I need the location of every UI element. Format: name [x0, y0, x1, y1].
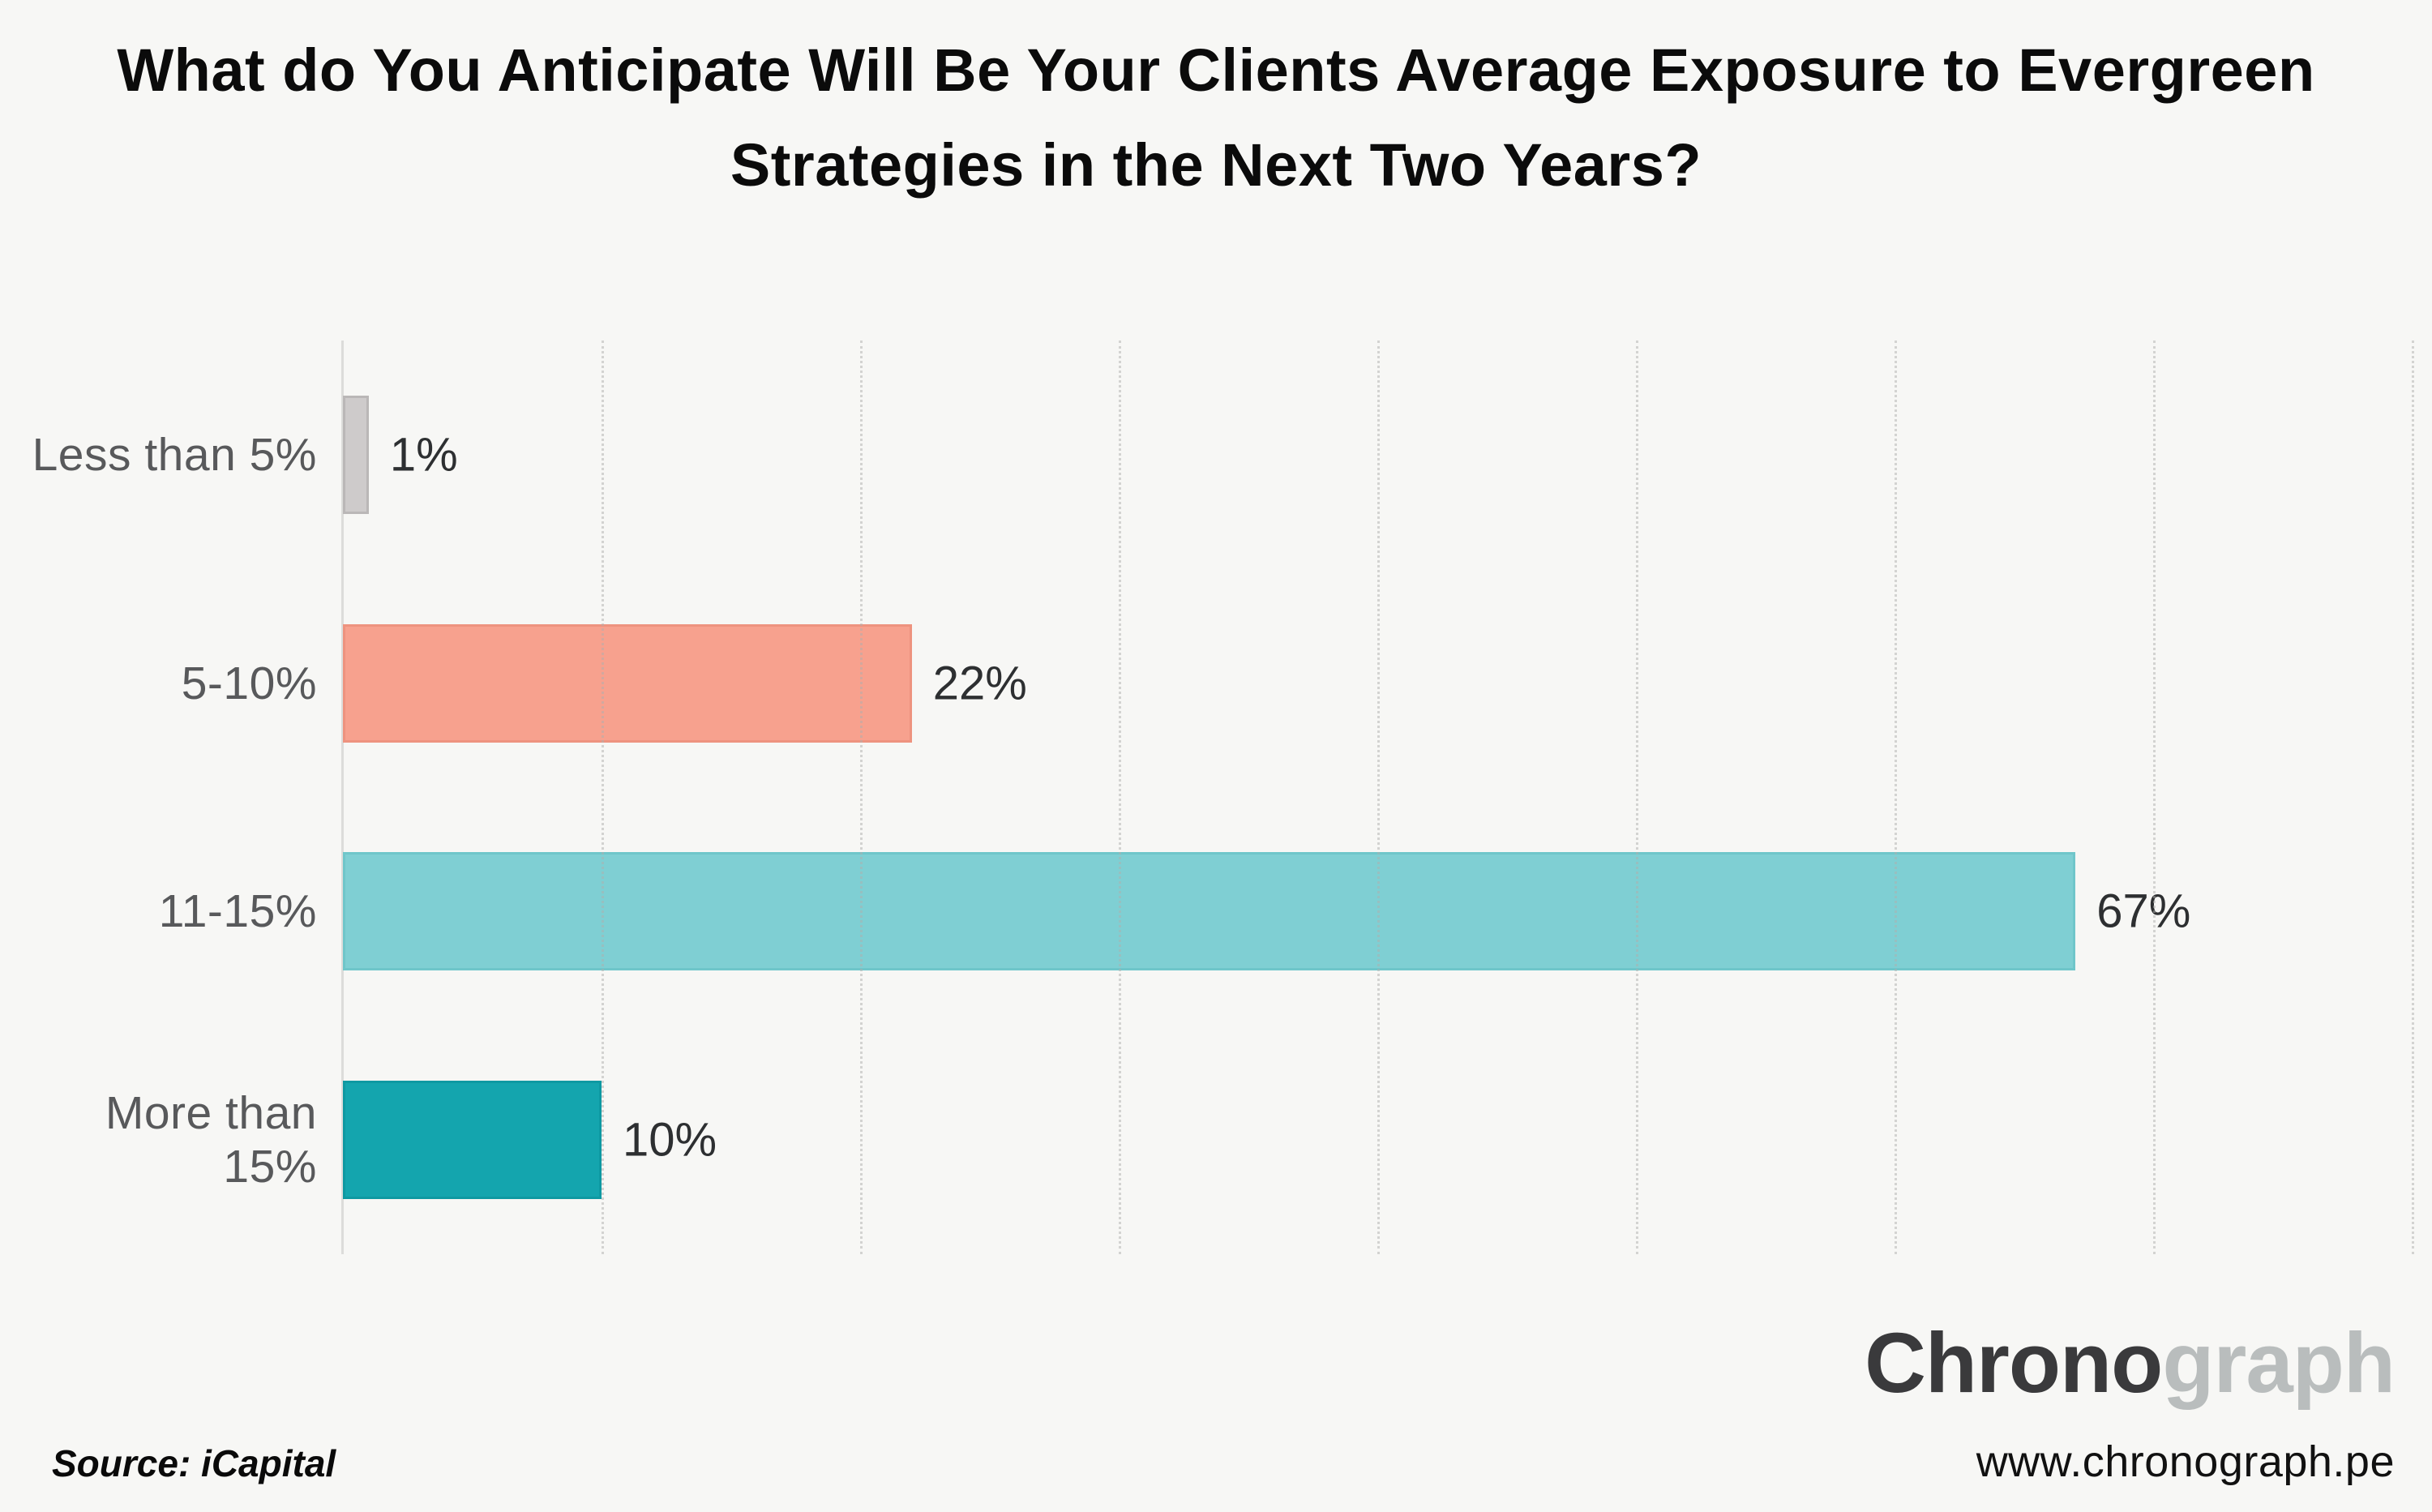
value-label: 1%	[389, 428, 458, 482]
bar-row: More than 15% 10%	[0, 1026, 2432, 1254]
category-label: 11-15%	[158, 885, 317, 938]
value-label: 67%	[2096, 884, 2191, 938]
brand-logo: Chronograph	[1865, 1315, 2396, 1412]
value-label: 22%	[932, 657, 1027, 710]
bar-zone: 67%	[343, 852, 2412, 971]
bar-row: 11-15% 67%	[0, 798, 2432, 1026]
y-axis-line	[341, 341, 344, 1254]
brand-logo-graph: graph	[2162, 1316, 2396, 1411]
category-label: More than 15%	[105, 1087, 317, 1193]
bar	[343, 395, 369, 514]
brand-logo-chrono: Chrono	[1865, 1316, 2163, 1411]
value-label: 10%	[623, 1113, 717, 1167]
bar	[343, 623, 912, 743]
bar-zone: 22%	[343, 623, 2412, 743]
bar	[343, 1081, 602, 1200]
bar-zone: 1%	[343, 395, 2412, 514]
website-url: www.chronograph.pe	[1976, 1437, 2395, 1486]
source-note: Source: iCapital	[52, 1442, 336, 1484]
bar-row: Less than 5% 1%	[0, 341, 2432, 569]
plot-area: Less than 5% 1% 5-10% 22% 11-15% 67% More than…	[32, 341, 2414, 1254]
bar	[343, 852, 2076, 971]
chart-title: What do You Anticipate Will Be Your Clie…	[117, 36, 2315, 199]
bar-row: 5-10% 22%	[0, 569, 2432, 798]
bar-zone: 10%	[343, 1081, 2412, 1200]
bar-chart: Less than 5% 1% 5-10% 22% 11-15% 67% More than…	[0, 341, 2432, 1254]
chart-title-block: What do You Anticipate Will Be Your Clie…	[0, 23, 2432, 212]
bar-rows: Less than 5% 1% 5-10% 22% 11-15% 67% More than…	[0, 341, 2432, 1254]
category-label: 5-10%	[181, 657, 317, 709]
category-label: Less than 5%	[32, 428, 317, 481]
